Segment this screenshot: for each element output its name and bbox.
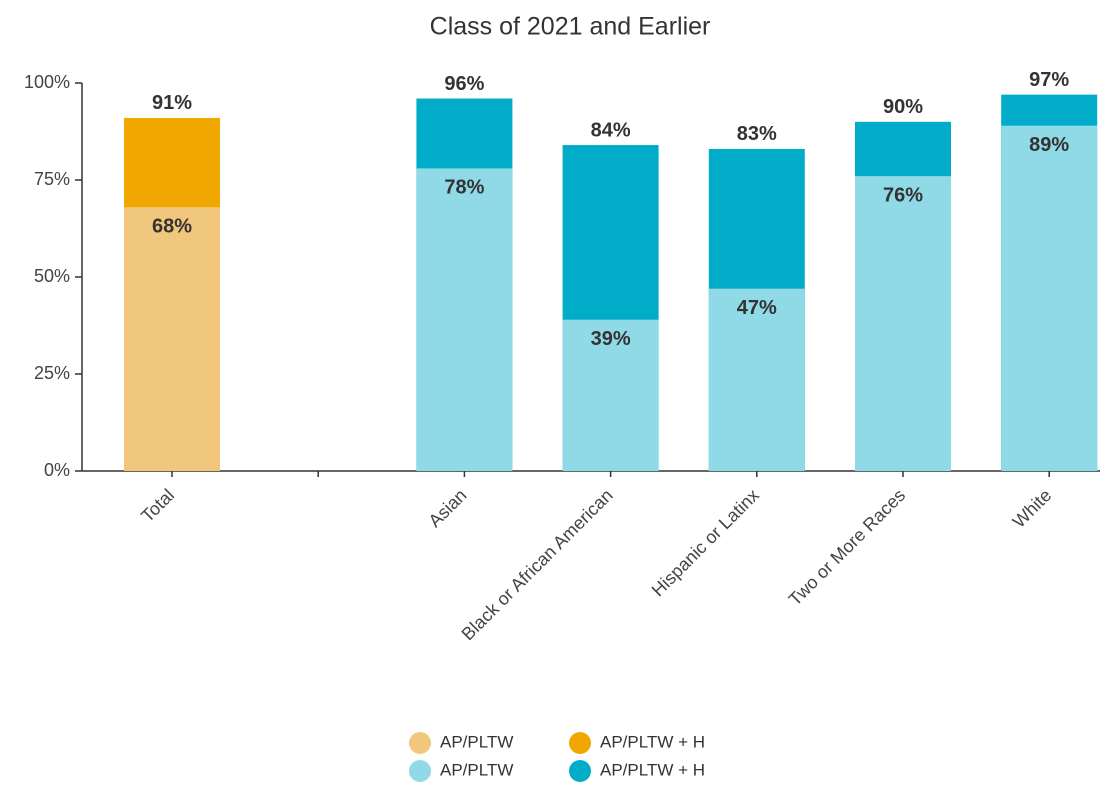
data-label: 47% [737,297,777,319]
y-tick-label: 100% [24,72,70,92]
y-tick-label: 0% [44,460,70,480]
legend-swatch [569,760,591,782]
x-tick-label: Two or More Races [785,485,909,609]
x-tick-label: White [1009,485,1056,532]
data-label: 78% [444,177,484,199]
legend-label: AP/PLTW [440,760,513,779]
y-tick-label: 25% [34,363,70,383]
y-tick-label: 75% [34,169,70,189]
legend-label: AP/PLTW + H [600,760,705,779]
data-label: 96% [444,73,484,95]
bar [416,168,513,472]
y-tick-label: 50% [34,266,70,286]
data-label: 90% [883,96,923,118]
data-label: 97% [1029,69,1069,91]
data-label: 83% [737,123,777,145]
bar [708,288,805,471]
chart-title: Class of 2021 and Earlier [430,13,711,41]
legend-swatch [409,732,431,754]
legend-swatch [409,760,431,782]
bar [855,176,951,471]
legend-label: AP/PLTW [440,732,513,751]
data-label: 76% [883,184,923,206]
x-tick-label: Hispanic or Latinx [648,485,763,600]
data-label: 84% [591,119,631,141]
data-label: 39% [591,328,631,350]
data-label: 68% [152,215,192,237]
x-tick-label: Black or African American [458,485,617,644]
legend-swatch [569,732,591,754]
x-tick-label: Asian [425,485,471,531]
legend-label: AP/PLTW + H [600,732,705,751]
data-label: 91% [152,92,192,114]
data-label: 89% [1029,134,1069,156]
bar [562,319,659,471]
bar [124,207,220,471]
x-tick-label: Total [137,485,178,526]
bar [1001,125,1098,472]
